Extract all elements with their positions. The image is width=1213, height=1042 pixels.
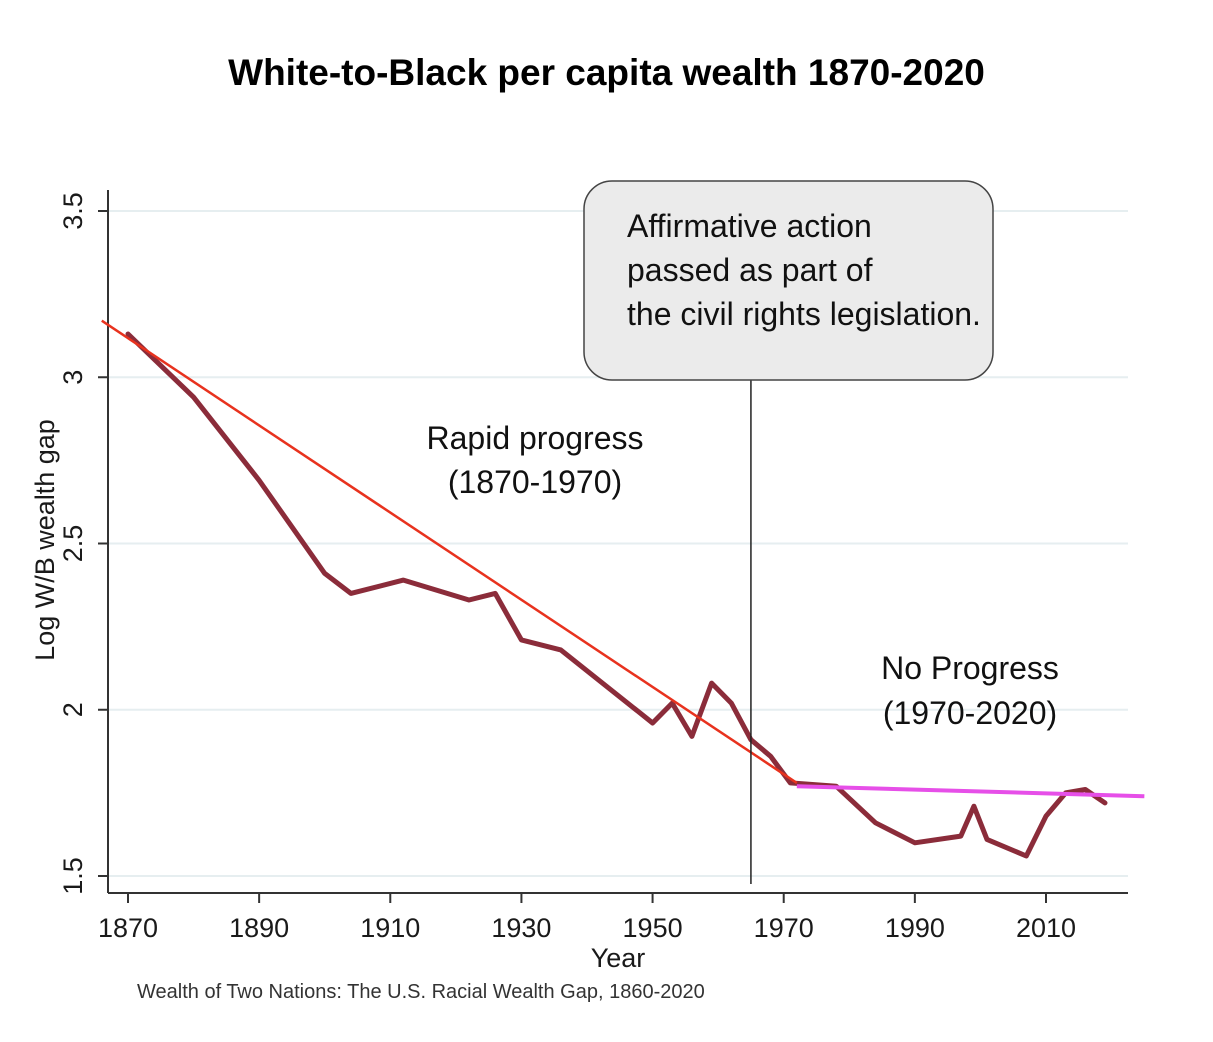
event-marker: Affirmative action passed as part of the c… [583, 180, 994, 884]
trend-lines [101, 319, 1145, 799]
x-tick-label-1: 1890 [229, 913, 289, 943]
y-tick-label-1: 2 [58, 702, 88, 717]
x-tick-label-3: 1930 [491, 913, 551, 943]
x-tick-label-6: 1990 [885, 913, 945, 943]
axes: 1.5 2 2.5 3 3.5 1870 1890 1910 1930 1950 1970 1990 2… [30, 190, 1128, 973]
source-note: Wealth of Two Nations: The U.S. Racial W… [137, 981, 705, 1003]
y-tick-label-3: 3 [58, 370, 88, 385]
y-tick-label-2: 2.5 [58, 525, 88, 563]
x-tick-label-7: 2010 [1016, 913, 1076, 943]
annotation-1-range: (1970-2020) [883, 695, 1057, 731]
series-line-0 [125, 331, 1108, 859]
callout-text-line-2: the civil rights legislation. [627, 296, 981, 332]
annotations: Rapid progress (1870-1970) No Progress (197… [427, 420, 1059, 731]
annotation-0-title: Rapid progress [427, 420, 644, 456]
x-tick-label-4: 1950 [623, 913, 683, 943]
callout-box [583, 180, 994, 381]
x-tick-label-0: 1870 [98, 913, 158, 943]
series-layer [125, 331, 1108, 859]
x-tick-label-5: 1970 [754, 913, 814, 943]
callout-text-line-0: Affirmative action [627, 208, 872, 244]
trend-line-1 [796, 784, 1145, 799]
y-tick-label-0: 1.5 [58, 857, 88, 895]
annotation-1-title: No Progress [881, 650, 1059, 686]
x-tick-label-2: 1910 [360, 913, 420, 943]
chart-title: White-to-Black per capita wealth 1870-20… [228, 52, 985, 93]
callout-text-line-1: passed as part of [627, 252, 873, 288]
x-axis-title: Year [591, 943, 646, 973]
y-axis-title: Log W/B wealth gap [30, 419, 60, 661]
trend-line-0 [101, 319, 798, 784]
y-tick-label-4: 3.5 [58, 192, 88, 230]
annotation-0-range: (1870-1970) [448, 464, 622, 500]
